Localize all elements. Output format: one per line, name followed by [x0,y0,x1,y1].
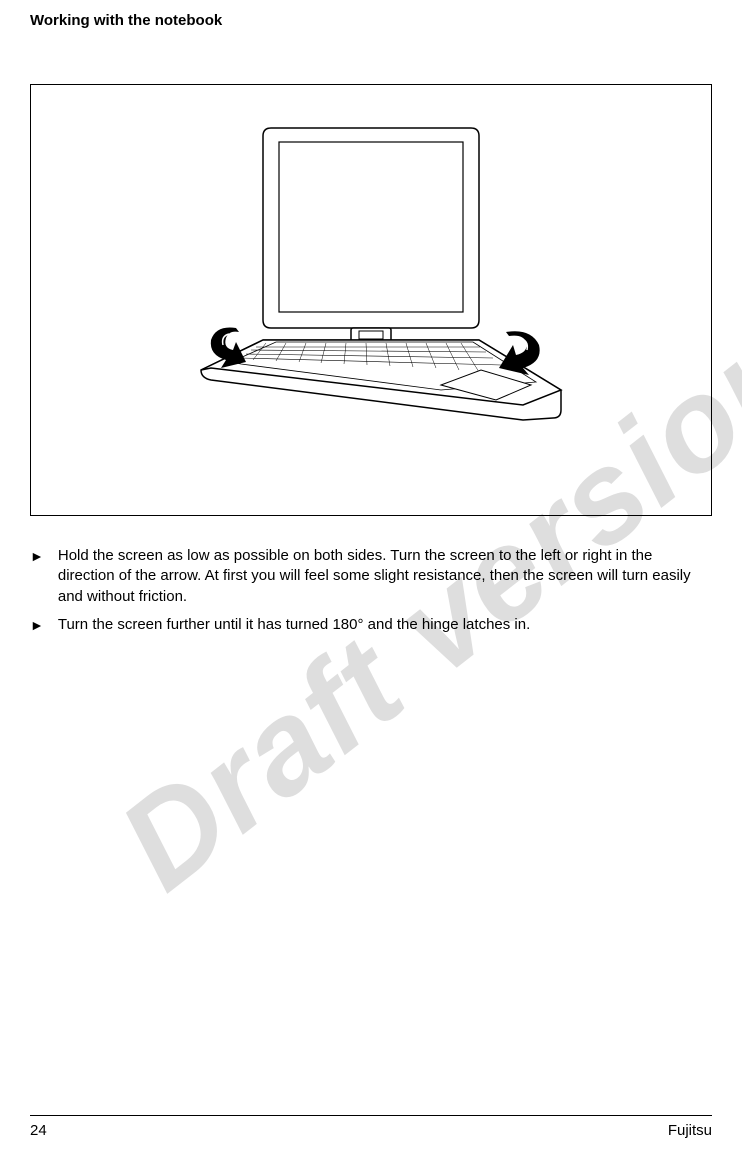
bullet-icon: ► [30,616,44,635]
instruction-item: ► Hold the screen as low as possible on … [30,546,712,607]
footer-brand: Fujitsu [668,1122,712,1139]
laptop-screen [263,128,479,342]
header-title: Working with the notebook [30,12,222,29]
instruction-item: ► Turn the screen further until it has t… [30,615,712,635]
right-rotation-arrow [499,331,540,375]
page-footer: 24 Fujitsu [30,1115,712,1139]
page-header: Working with the notebook [30,12,712,29]
laptop-base [201,340,561,420]
figure-container [30,84,712,516]
bullet-icon: ► [30,547,44,607]
instruction-list: ► Hold the screen as low as possible on … [30,546,712,635]
laptop-rotation-diagram [141,110,601,490]
page-number: 24 [30,1122,47,1139]
instruction-text: Turn the screen further until it has tur… [58,615,712,635]
instruction-text: Hold the screen as low as possible on bo… [58,546,712,607]
